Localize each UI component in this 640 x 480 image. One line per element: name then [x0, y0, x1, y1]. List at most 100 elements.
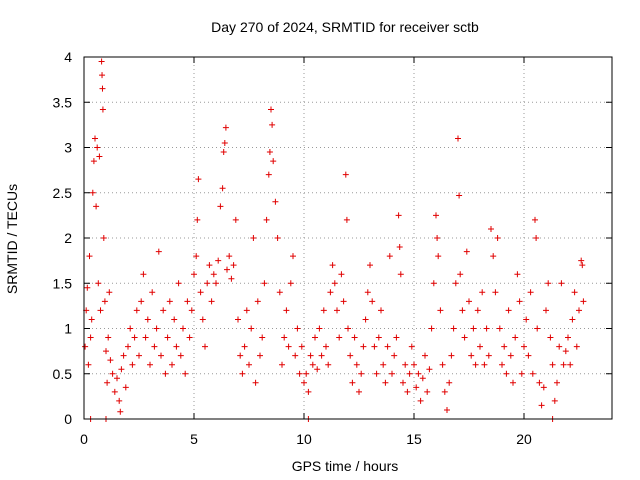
data-point	[549, 361, 556, 368]
data-point	[525, 352, 532, 359]
data-point	[120, 352, 127, 359]
data-point	[512, 334, 519, 341]
data-point	[243, 307, 250, 314]
data-point	[239, 370, 246, 377]
data-point	[501, 343, 508, 350]
data-point	[103, 348, 109, 355]
data-point	[523, 316, 530, 323]
data-point	[82, 343, 89, 350]
data-point	[221, 139, 228, 146]
x-tick-label: 0	[80, 431, 88, 447]
data-point	[558, 280, 565, 287]
data-point	[99, 106, 106, 113]
data-point	[180, 325, 186, 332]
data-point	[166, 298, 173, 305]
data-point	[382, 379, 389, 386]
data-point	[104, 379, 111, 386]
data-point	[210, 271, 217, 278]
data-point	[99, 72, 106, 79]
data-point	[353, 361, 360, 368]
data-point	[439, 361, 446, 368]
data-point	[534, 325, 541, 332]
data-point	[213, 280, 219, 287]
data-point	[373, 370, 380, 377]
data-point	[90, 158, 97, 165]
data-point	[194, 216, 201, 223]
y-tick-label: 1.5	[53, 275, 73, 291]
data-point	[384, 343, 391, 350]
data-point	[268, 106, 274, 113]
data-point	[303, 370, 310, 377]
data-point	[496, 325, 503, 332]
data-point	[327, 289, 334, 296]
data-point	[125, 343, 131, 350]
data-point	[351, 334, 358, 341]
data-point	[411, 361, 417, 368]
data-point	[274, 235, 281, 241]
data-point	[413, 384, 420, 391]
data-point	[314, 366, 321, 373]
data-point	[309, 361, 316, 368]
data-point	[360, 343, 367, 350]
y-tick-label: 3.5	[53, 94, 73, 110]
data-point	[116, 397, 123, 404]
data-point	[149, 289, 156, 296]
data-point	[206, 262, 213, 269]
data-point	[155, 248, 162, 255]
data-point	[426, 366, 433, 373]
data-point	[265, 171, 272, 178]
data-point	[325, 361, 332, 368]
data-point	[466, 298, 472, 305]
y-tick-label: 0.5	[53, 366, 73, 382]
data-point	[318, 352, 325, 359]
data-point	[248, 325, 255, 332]
data-point	[252, 379, 259, 386]
data-point	[483, 325, 490, 332]
data-point	[455, 135, 461, 142]
axis-ticks	[83, 56, 612, 420]
y-tick-label: 0	[64, 411, 72, 427]
data-point	[470, 325, 477, 332]
data-point	[246, 361, 252, 368]
data-point	[320, 307, 327, 314]
data-point	[182, 370, 189, 377]
data-point	[235, 316, 241, 323]
data-point	[477, 343, 483, 350]
data-point	[364, 289, 371, 296]
y-tick-label: 3	[64, 140, 72, 156]
data-point	[140, 271, 147, 278]
data-point	[281, 334, 288, 341]
data-point	[127, 325, 134, 332]
data-point	[105, 334, 112, 341]
data-point	[158, 352, 164, 359]
data-point	[230, 262, 237, 269]
data-point	[100, 235, 107, 241]
data-point	[380, 361, 387, 368]
data-point	[395, 212, 402, 219]
data-point	[290, 253, 296, 260]
y-tick-label: 1	[64, 321, 72, 337]
data-point	[307, 352, 314, 359]
data-point	[208, 298, 215, 305]
data-point	[450, 325, 457, 332]
data-point	[472, 361, 479, 368]
data-point	[397, 271, 404, 278]
data-point	[540, 384, 547, 391]
data-point	[576, 307, 582, 314]
data-point	[503, 370, 510, 377]
y-tick-label: 2.5	[53, 185, 73, 201]
data-point	[117, 408, 124, 415]
data-point	[499, 361, 505, 368]
data-point	[266, 149, 273, 156]
data-point	[160, 307, 167, 314]
data-point	[369, 298, 376, 305]
data-point	[171, 316, 178, 323]
data-point	[215, 257, 222, 264]
data-point	[202, 343, 208, 350]
data-point	[323, 343, 329, 350]
data-point	[356, 388, 362, 395]
data-point	[131, 334, 138, 341]
data-point	[164, 334, 171, 341]
data-point	[488, 225, 494, 232]
data-point	[419, 375, 426, 382]
